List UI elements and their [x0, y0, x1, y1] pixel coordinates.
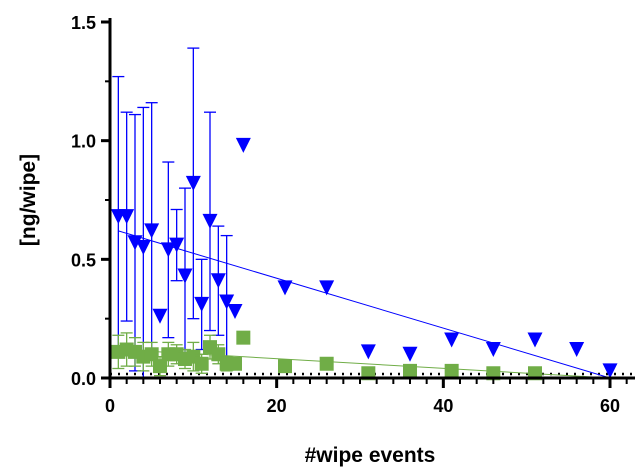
data-point-triangle [402, 346, 418, 362]
data-point-triangle [444, 332, 460, 348]
y-tick-label: 0.5 [71, 250, 96, 270]
data-point-triangle [144, 223, 160, 239]
y-tick-label: 0.0 [71, 369, 96, 389]
fit-line [118, 230, 611, 379]
data-point-triangle [202, 213, 218, 229]
data-point-triangle [185, 175, 201, 191]
data-point-triangle [602, 363, 618, 379]
data-point-square [444, 363, 459, 378]
data-point-triangle [169, 237, 185, 253]
data-point-triangle [127, 235, 143, 251]
data-point-triangle [235, 137, 251, 153]
y-tick-label: 1.5 [71, 13, 96, 33]
x-tick-label: 40 [433, 396, 453, 416]
data-point-triangle [227, 304, 243, 320]
data-point-triangle [119, 209, 135, 225]
data-point-square [236, 330, 251, 345]
axes: #wipe events [ng/wipe] 0.0 0.5 1.0 1.5 0 20 40… [17, 13, 635, 467]
x-tick-label: 20 [267, 396, 287, 416]
data-point-triangle [194, 296, 210, 312]
plot-area [110, 47, 635, 381]
data-point-triangle [360, 344, 376, 360]
data-point-triangle [160, 242, 176, 258]
data-point-triangle [485, 342, 501, 358]
series-1 [111, 330, 611, 381]
data-point-square [319, 356, 334, 371]
data-point-triangle [319, 280, 335, 296]
y-axis-title: [ng/wipe] [17, 154, 40, 246]
data-point-square [194, 356, 209, 371]
data-point-triangle [527, 332, 543, 348]
y-tick-label: 1.0 [71, 132, 96, 152]
data-point-square [278, 359, 292, 374]
x-tick-label: 60 [600, 396, 620, 416]
data-point-triangle [219, 294, 235, 310]
data-point-triangle [152, 308, 168, 324]
data-point-square [403, 363, 417, 378]
data-point-square [153, 359, 167, 374]
x-axis-title: #wipe events [305, 444, 436, 467]
data-point-triangle [277, 280, 293, 296]
data-point-square [228, 356, 242, 371]
series-0 [110, 47, 618, 379]
data-point-triangle [569, 342, 585, 358]
data-point-square [144, 347, 159, 362]
data-point-triangle [210, 273, 226, 289]
data-point-triangle [135, 239, 151, 255]
x-tick-label: 0 [105, 396, 115, 416]
data-point-triangle [177, 268, 193, 284]
